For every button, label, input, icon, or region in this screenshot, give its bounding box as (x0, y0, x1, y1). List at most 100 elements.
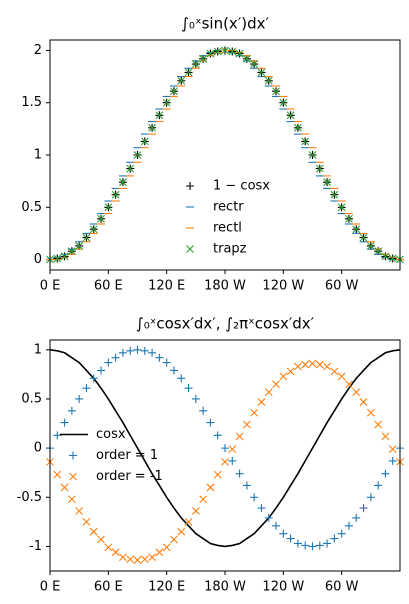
x-tick-label: 60 E (94, 580, 123, 595)
data-point (170, 87, 178, 96)
data-point (366, 493, 375, 502)
data-point (359, 398, 368, 406)
data-point (228, 445, 237, 453)
data-point (133, 345, 142, 354)
x-tick-label: 60 W (325, 580, 359, 595)
data-point (213, 47, 222, 56)
data-point (75, 394, 84, 403)
data-point (67, 247, 76, 256)
data-point (374, 247, 383, 256)
data-point (184, 384, 193, 393)
data-point (177, 374, 186, 383)
data-point (140, 346, 149, 355)
data-point (323, 178, 331, 187)
data-point (279, 529, 288, 538)
data-point (366, 408, 375, 417)
legend-label: order = 1 (96, 448, 158, 463)
data-point (53, 470, 62, 479)
data-point (119, 553, 127, 562)
data-point (352, 225, 361, 234)
data-point (206, 49, 215, 58)
data-point (330, 534, 339, 543)
data-point (286, 534, 295, 543)
data-point (272, 87, 280, 96)
data-point (228, 47, 237, 56)
data-point (250, 408, 259, 417)
data-point (345, 380, 353, 389)
data-point (133, 556, 142, 565)
data-point (330, 190, 339, 199)
data-point (242, 420, 251, 429)
axes-frame (49, 39, 401, 271)
data-point (315, 360, 324, 369)
data-point (264, 513, 273, 522)
data-point (111, 190, 120, 199)
data-point (235, 432, 244, 441)
data-point (169, 366, 178, 375)
x-tick-label: 120 E (148, 580, 185, 595)
data-point (235, 469, 244, 478)
data-point (111, 548, 120, 557)
data-point (170, 535, 178, 544)
x-tick-label: 60 W (325, 279, 359, 294)
data-point (67, 495, 76, 504)
data-point (148, 348, 157, 357)
data-point (286, 111, 295, 120)
data-point (242, 481, 251, 490)
data-point (148, 553, 156, 562)
data-point (308, 542, 317, 551)
data-point (104, 358, 113, 367)
data-point (279, 98, 288, 107)
legend-swatch (186, 245, 194, 253)
data-point (89, 225, 98, 234)
axes-frame (49, 339, 401, 572)
data-point (294, 123, 302, 132)
x-tick-label: 180 W (204, 580, 246, 595)
data-point (308, 151, 317, 159)
data-point (301, 541, 310, 550)
data-point (221, 46, 229, 55)
data-point (89, 527, 98, 536)
legend-label: trapz (213, 242, 247, 257)
data-point (82, 233, 91, 242)
data-point (337, 203, 346, 212)
data-point (374, 420, 383, 429)
legend-label: order = -1 (96, 469, 163, 484)
data-point (75, 242, 84, 250)
data-point (221, 458, 229, 466)
data-point (257, 504, 266, 513)
data-point (221, 444, 229, 453)
data-point (82, 384, 91, 393)
data-point (206, 483, 215, 492)
x-tick-label: 180 W (204, 279, 246, 294)
data-point (97, 535, 105, 544)
legend-swatch (69, 451, 77, 460)
data-point (140, 555, 149, 564)
y-tick-label: 1 (34, 148, 42, 163)
data-point (162, 543, 171, 552)
data-point (213, 470, 222, 479)
data-point (293, 539, 302, 548)
data-point (250, 60, 259, 68)
y-tick-label: 0.5 (21, 391, 42, 406)
data-point (155, 548, 164, 557)
data-point (89, 374, 98, 383)
data-point (337, 529, 346, 538)
data-point (126, 346, 135, 355)
legend-swatch (186, 182, 194, 190)
series-line (50, 349, 400, 548)
data-point (381, 432, 390, 441)
data-point (60, 483, 69, 492)
data-point (213, 431, 222, 440)
data-point (294, 362, 302, 371)
data-point (352, 388, 361, 396)
data-point (235, 49, 244, 58)
data-point (177, 76, 186, 85)
data-point (206, 418, 215, 427)
data-point (191, 60, 200, 68)
data-point (184, 517, 193, 526)
x-tick-label: 120 E (148, 279, 185, 294)
data-point (388, 445, 397, 453)
data-point (199, 406, 208, 415)
data-point (286, 367, 295, 376)
